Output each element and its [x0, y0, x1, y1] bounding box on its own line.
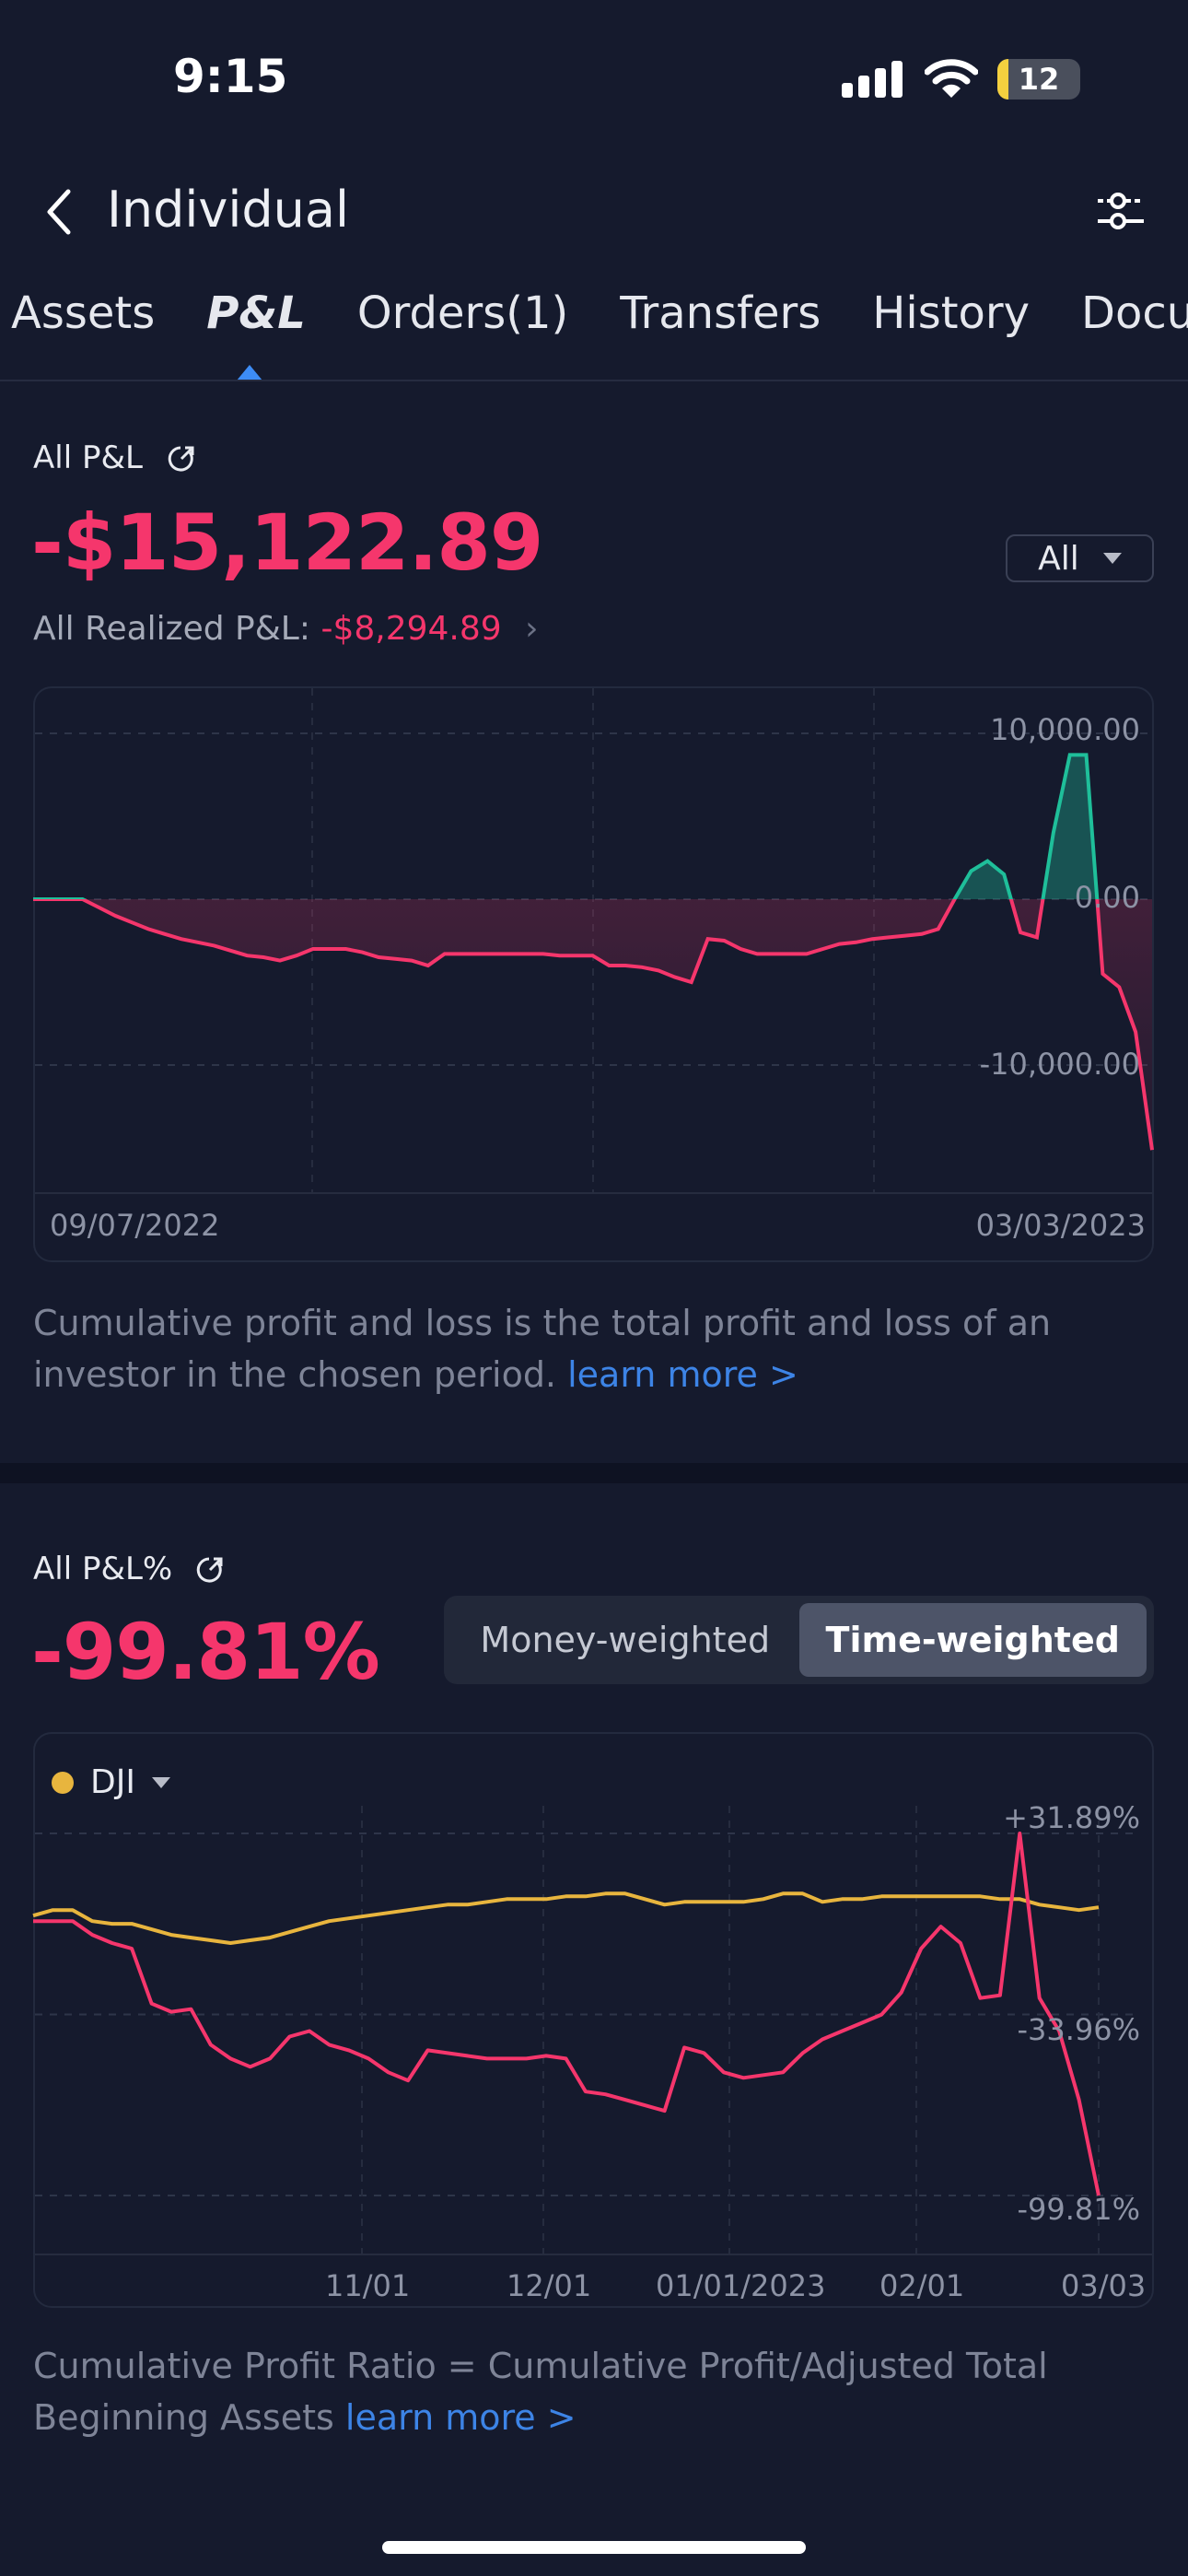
active-tab-indicator [237, 365, 262, 381]
status-time: 9:15 [173, 50, 288, 103]
benchmark-selector[interactable]: DJI [52, 1763, 170, 1801]
share-icon[interactable] [194, 1554, 226, 1586]
chevron-right-icon: › [525, 610, 539, 648]
pnl-pct-label: All P&L% [33, 1551, 173, 1587]
wifi-icon [925, 59, 978, 98]
tab-history[interactable]: History [872, 287, 1031, 339]
pnl-pct-chart-card [33, 1732, 1154, 2308]
pnl-label: All P&L [33, 439, 143, 476]
pnl-chart [33, 688, 1154, 1194]
x-tick-label: 12/01 [507, 2268, 592, 2303]
negative-area [33, 899, 1152, 1151]
y-tick-label: -33.96% [1017, 2012, 1140, 2047]
weighting-toggle: Money-weighted Time-weighted [444, 1596, 1154, 1684]
period-dropdown[interactable]: All [1006, 534, 1154, 582]
benchmark-line [32, 1891, 1100, 1945]
pnl-line-negative [33, 899, 1154, 1151]
tab-transfers[interactable]: Transfers [620, 287, 821, 339]
pnl-pct-value: -99.81% [31, 1607, 380, 1697]
chevron-left-icon[interactable] [37, 184, 92, 240]
pnl-description: Cumulative profit and loss is the total … [33, 1297, 1138, 1400]
x-tick-label: 01/01/2023 [656, 2268, 826, 2303]
page-title: Individual [107, 181, 349, 239]
y-tick-label: 0.00 [1074, 880, 1140, 915]
x-tick-label: 11/01 [325, 2268, 411, 2303]
learn-more-link[interactable]: learn more > [567, 1354, 798, 1395]
y-tick-label: 10,000.00 [990, 712, 1140, 747]
cellular-signal-icon [842, 61, 903, 98]
period-dropdown-value: All [1038, 539, 1079, 578]
y-tick-label: -10,000.00 [979, 1047, 1140, 1082]
pnl-description-text: Cumulative profit and loss is the total … [33, 1303, 1052, 1395]
pnl-pct-description: Cumulative Profit Ratio = Cumulative Pro… [33, 2340, 1138, 2443]
benchmark-label: DJI [90, 1763, 135, 1801]
pnl-pct-description-text: Cumulative Profit Ratio = Cumulative Pro… [33, 2346, 1048, 2438]
pnl-pct-chart [32, 1806, 1152, 2255]
x-tick-label: 09/07/2022 [50, 1208, 220, 1243]
y-tick-label: -99.81% [1017, 2192, 1140, 2227]
pnl-line-positive [33, 753, 1100, 899]
tab-bar: Assets P&L Orders(1) Transfers History D… [0, 287, 1188, 339]
pnl-value: -$15,122.89 [31, 498, 543, 588]
time-weighted-button[interactable]: Time-weighted [798, 1603, 1147, 1677]
tab-divider [0, 380, 1188, 381]
x-tick-label: 03/03 [1061, 2268, 1147, 2303]
section-divider [0, 1463, 1188, 1483]
realized-pnl-value: -$8,294.89 [320, 610, 502, 648]
caret-down-icon [1102, 553, 1122, 564]
tab-pnl[interactable]: P&L [206, 287, 306, 339]
battery-indicator: 12 [997, 59, 1080, 100]
pnl-chart-card [33, 686, 1154, 1262]
tab-orders[interactable]: Orders(1) [356, 287, 569, 339]
money-weighted-button[interactable]: Money-weighted [480, 1620, 771, 1660]
tab-documents[interactable]: Docum [1081, 287, 1188, 339]
x-tick-label: 02/01 [879, 2268, 965, 2303]
realized-pnl-label: All Realized P&L: [33, 610, 310, 648]
home-indicator[interactable] [382, 2541, 806, 2554]
benchmark-dot-icon [52, 1771, 74, 1794]
share-icon[interactable] [166, 443, 197, 474]
realized-pnl-row[interactable]: All Realized P&L: -$8,294.89 › [33, 610, 539, 648]
sliders-icon[interactable] [1094, 184, 1147, 238]
learn-more-link[interactable]: learn more > [344, 2397, 577, 2438]
y-tick-label: +31.89% [1003, 1800, 1140, 1835]
tab-assets[interactable]: Assets [11, 287, 156, 339]
caret-down-icon [151, 1776, 170, 1788]
x-tick-label: 03/03/2023 [975, 1208, 1146, 1243]
portfolio-line [33, 1832, 1101, 2196]
